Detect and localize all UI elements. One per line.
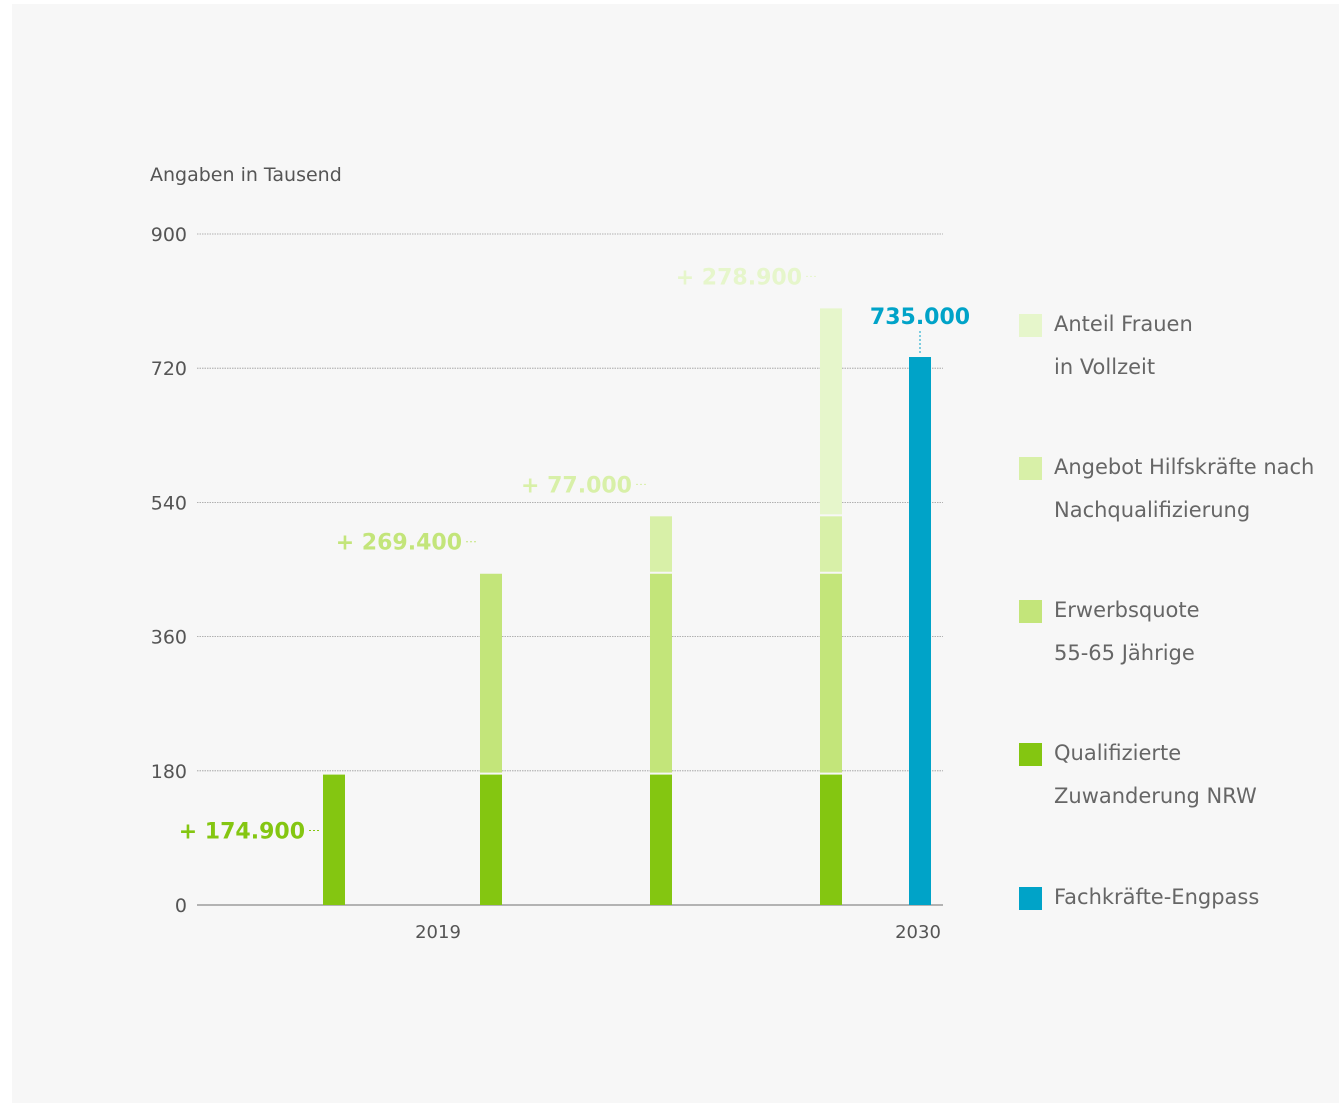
legend-label: Anteil Frauen in Vollzeit	[1054, 312, 1193, 379]
bar-segment	[820, 573, 842, 773]
x-tick-label: 2030	[895, 922, 941, 943]
y-tick-label: 900	[151, 224, 187, 246]
legend-swatch	[1019, 314, 1042, 337]
annotation-label: + 269.400	[336, 531, 462, 556]
bar-segment	[909, 357, 931, 905]
annotation-label: + 278.900	[676, 265, 802, 290]
annotation-label: + 77.000	[521, 473, 632, 498]
bar-segment	[820, 774, 842, 905]
y-tick-label: 180	[151, 761, 187, 783]
bar-segment	[820, 516, 842, 572]
legend-swatch	[1019, 600, 1042, 623]
y-tick-label: 0	[175, 895, 187, 917]
annotation-label: 735.000	[870, 305, 970, 330]
y-tick-label: 360	[151, 627, 187, 649]
legend-swatch	[1019, 743, 1042, 766]
legend-label: Erwerbsquote 55-65 Jährige	[1054, 598, 1200, 665]
bar-segment	[480, 774, 502, 905]
bar-segment	[820, 308, 842, 515]
bar-segment	[480, 573, 502, 773]
y-tick-label: 540	[151, 492, 187, 514]
bar-segment	[323, 774, 345, 905]
bar-segment	[650, 774, 672, 905]
x-tick-label: 2019	[415, 922, 461, 943]
bar-segment	[650, 516, 672, 572]
y-tick-label: 720	[151, 358, 187, 380]
legend-swatch	[1019, 457, 1042, 480]
legend-label: Fachkräfte-Engpass	[1054, 885, 1260, 909]
legend-label: Qualifizierte Zuwanderung NRW	[1054, 741, 1257, 808]
chart-panel	[12, 4, 1339, 1103]
bar-segment	[650, 573, 672, 773]
legend-swatch	[1019, 887, 1042, 910]
unit-label: Angaben in Tausend	[150, 164, 342, 186]
legend-label: Angebot Hilfskräfte nach Nachqualifizier…	[1054, 455, 1315, 522]
annotation-label: + 174.900	[179, 819, 305, 844]
